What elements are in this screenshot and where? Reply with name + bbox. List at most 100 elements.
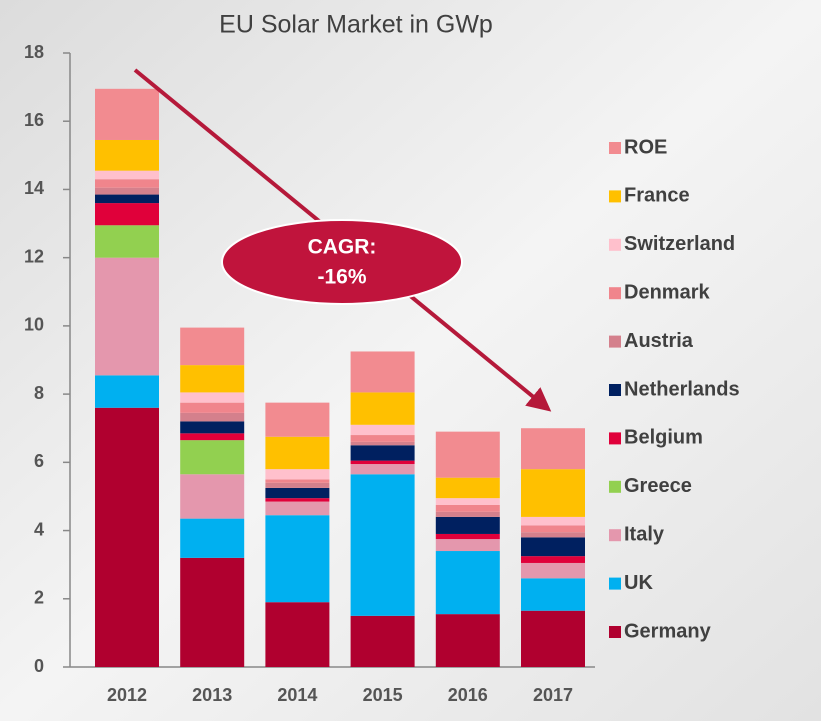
legend-label: France — [624, 185, 690, 207]
legend-label: Belgium — [624, 427, 703, 449]
y-tick-label: 8 — [34, 383, 44, 403]
y-tick-label: 12 — [24, 246, 44, 266]
y-tick-label: 14 — [24, 178, 44, 198]
bar-segment — [265, 482, 330, 488]
legend-swatch — [609, 432, 621, 445]
bar-segment — [265, 402, 330, 437]
bar-segment — [265, 469, 330, 480]
legend-label: Austria — [624, 330, 694, 352]
bar-segment — [521, 532, 585, 538]
bar-segment — [350, 445, 415, 461]
bar-segment — [350, 460, 415, 465]
bar-segment — [180, 392, 245, 403]
bar-segment — [521, 556, 585, 563]
bar-segment — [180, 440, 245, 475]
bar-segment — [265, 515, 330, 603]
y-tick-label: 0 — [34, 656, 44, 676]
y-tick-label: 10 — [24, 315, 44, 335]
bar-segment — [265, 479, 330, 483]
legend-swatch — [609, 238, 621, 251]
bar-segment — [435, 551, 500, 615]
bar-segment — [435, 516, 500, 534]
bar-segment — [521, 562, 585, 579]
bar-segment — [95, 407, 159, 667]
bar-segment — [95, 139, 159, 171]
chart-title: EU Solar Market in GWp — [219, 11, 493, 39]
annotation: -16% — [317, 266, 366, 289]
bar-segment — [95, 375, 159, 408]
bar-segment — [435, 539, 500, 552]
legend-label: Italy — [624, 523, 665, 545]
bar-segment — [521, 578, 585, 611]
bar-segment — [180, 518, 245, 558]
bar-segment — [180, 327, 245, 366]
bar-segment — [350, 474, 415, 616]
bar-segment — [180, 474, 245, 519]
x-tick-label: 2013 — [192, 685, 232, 705]
bar-segment — [521, 516, 585, 526]
legend-swatch — [609, 335, 621, 348]
bar-segment — [180, 365, 245, 393]
bar-segment — [180, 412, 245, 422]
x-tick-label: 2016 — [448, 685, 488, 705]
legend-swatch — [609, 142, 621, 154]
y-tick-label: 18 — [24, 42, 44, 62]
legend-label: Switzerland — [624, 233, 735, 255]
bar-segment — [521, 537, 585, 557]
bar-segment — [265, 436, 330, 470]
bar-segment — [350, 464, 415, 475]
bar-segment — [435, 431, 500, 478]
legend-label: UK — [624, 572, 653, 594]
legend-label: Germany — [624, 620, 712, 642]
bar-segment — [265, 602, 330, 667]
bar-segment — [95, 194, 159, 204]
bar-segment — [521, 469, 585, 517]
plot — [95, 88, 585, 667]
legend-swatch — [609, 480, 621, 493]
legend-label: Netherlands — [624, 378, 740, 400]
bar-segment — [180, 557, 245, 667]
bar-segment — [435, 614, 500, 667]
bar-segment — [350, 392, 415, 425]
bar-segment — [435, 511, 500, 517]
bar-segment — [180, 421, 245, 434]
bar-segment — [350, 424, 415, 436]
bar-segment — [95, 88, 159, 140]
legend-swatch — [609, 529, 621, 542]
bar-segment — [350, 435, 415, 442]
bar-segment — [435, 504, 500, 512]
bar-segment — [95, 203, 159, 226]
legend-swatch — [609, 384, 621, 396]
legend-swatch — [609, 190, 621, 203]
bar-segment — [95, 187, 159, 195]
annotation: CAGR: — [308, 236, 377, 259]
bar-segment — [521, 428, 585, 470]
x-tick-label: 2012 — [107, 685, 147, 705]
y-tick-label: 6 — [34, 451, 44, 471]
bar-segment — [95, 225, 159, 258]
legend-label: Greece — [624, 475, 692, 497]
bar-segment — [350, 351, 415, 393]
bar-segment — [350, 615, 415, 667]
legend-swatch — [609, 626, 621, 638]
bar-segment — [95, 179, 159, 188]
bar-segment — [435, 533, 500, 540]
annotation-bubble — [221, 219, 463, 305]
bar-segment — [180, 402, 245, 413]
x-tick-label: 2017 — [533, 685, 573, 705]
bar-segment — [180, 433, 245, 441]
legend-label: Denmark — [624, 281, 710, 303]
legend-label: ROE — [624, 136, 667, 158]
bar-segment — [265, 487, 330, 499]
bar-segment — [265, 498, 330, 502]
bar-segment — [95, 170, 159, 180]
bar-segment — [521, 525, 585, 533]
x-tick-label: 2014 — [277, 685, 317, 705]
y-tick-label: 2 — [34, 588, 44, 608]
x-tick-label: 2015 — [363, 685, 403, 705]
legend-swatch — [609, 287, 621, 300]
legend-swatch — [609, 577, 621, 590]
y-tick-label: 16 — [24, 110, 44, 130]
